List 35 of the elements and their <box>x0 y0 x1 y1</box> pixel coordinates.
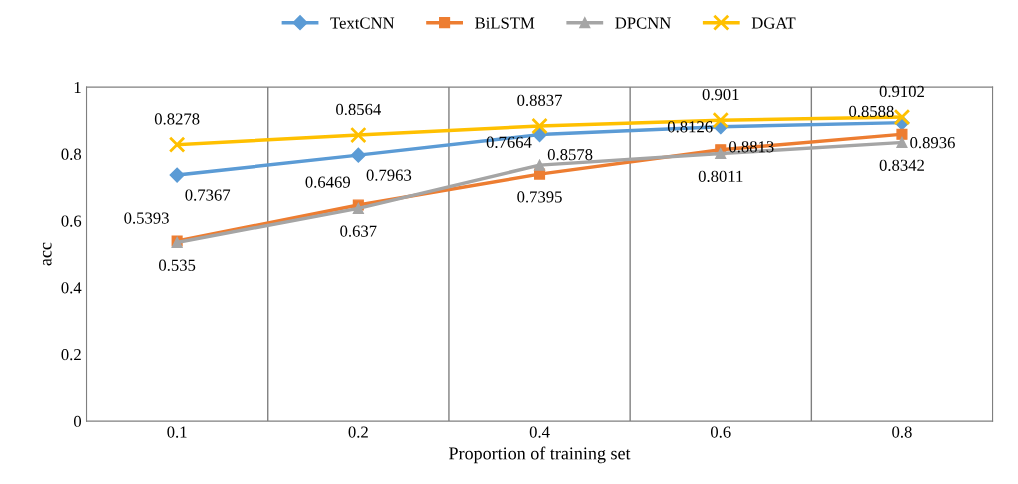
y-axis-title: acc <box>42 242 52 266</box>
data-label: 0.7963 <box>366 169 412 181</box>
y-tick-label: 0.2 <box>61 348 81 361</box>
data-label: 0.7367 <box>185 189 231 201</box>
x-tick-label: 0.6 <box>710 426 731 438</box>
legend-label: BiLSTM <box>475 17 535 29</box>
data-label: 0.8011 <box>698 170 743 183</box>
legend-label: TextCNN <box>330 17 395 29</box>
data-label: 0.535 <box>159 259 196 271</box>
y-tick-label: 0.8 <box>61 148 82 160</box>
x-axis-title: Proportion of training set <box>449 446 631 464</box>
y-tick-label: 0 <box>73 415 82 428</box>
data-label: 0.8342 <box>879 159 924 171</box>
y-tick-label: 0.4 <box>61 282 82 294</box>
x-tick-label: 0.1 <box>167 426 187 438</box>
data-label: 0.7395 <box>517 191 562 203</box>
data-label: 0.8588 <box>849 105 894 118</box>
y-tick-label: 0.6 <box>61 215 82 227</box>
x-tick-label: 0.4 <box>529 426 550 438</box>
data-label: 0.6469 <box>305 176 351 188</box>
data-label: 0.8578 <box>547 148 593 161</box>
y-tick-label: 1 <box>74 81 81 93</box>
data-label: 0.9102 <box>879 85 924 98</box>
legend-label: DGAT <box>751 17 796 29</box>
data-label: 0.5393 <box>124 212 169 224</box>
x-tick-label: 0.8 <box>892 426 912 438</box>
legend-label: DPCNN <box>615 17 671 29</box>
data-label: 0.901 <box>702 88 739 101</box>
x-tick-label: 0.2 <box>348 426 368 438</box>
data-label: 0.8564 <box>336 103 381 116</box>
data-label: 0.7664 <box>486 136 532 148</box>
data-label: 0.8837 <box>517 94 562 106</box>
data-label: 0.637 <box>340 225 377 237</box>
data-label: 0.8936 <box>910 137 955 149</box>
data-label: 0.8278 <box>154 113 200 125</box>
